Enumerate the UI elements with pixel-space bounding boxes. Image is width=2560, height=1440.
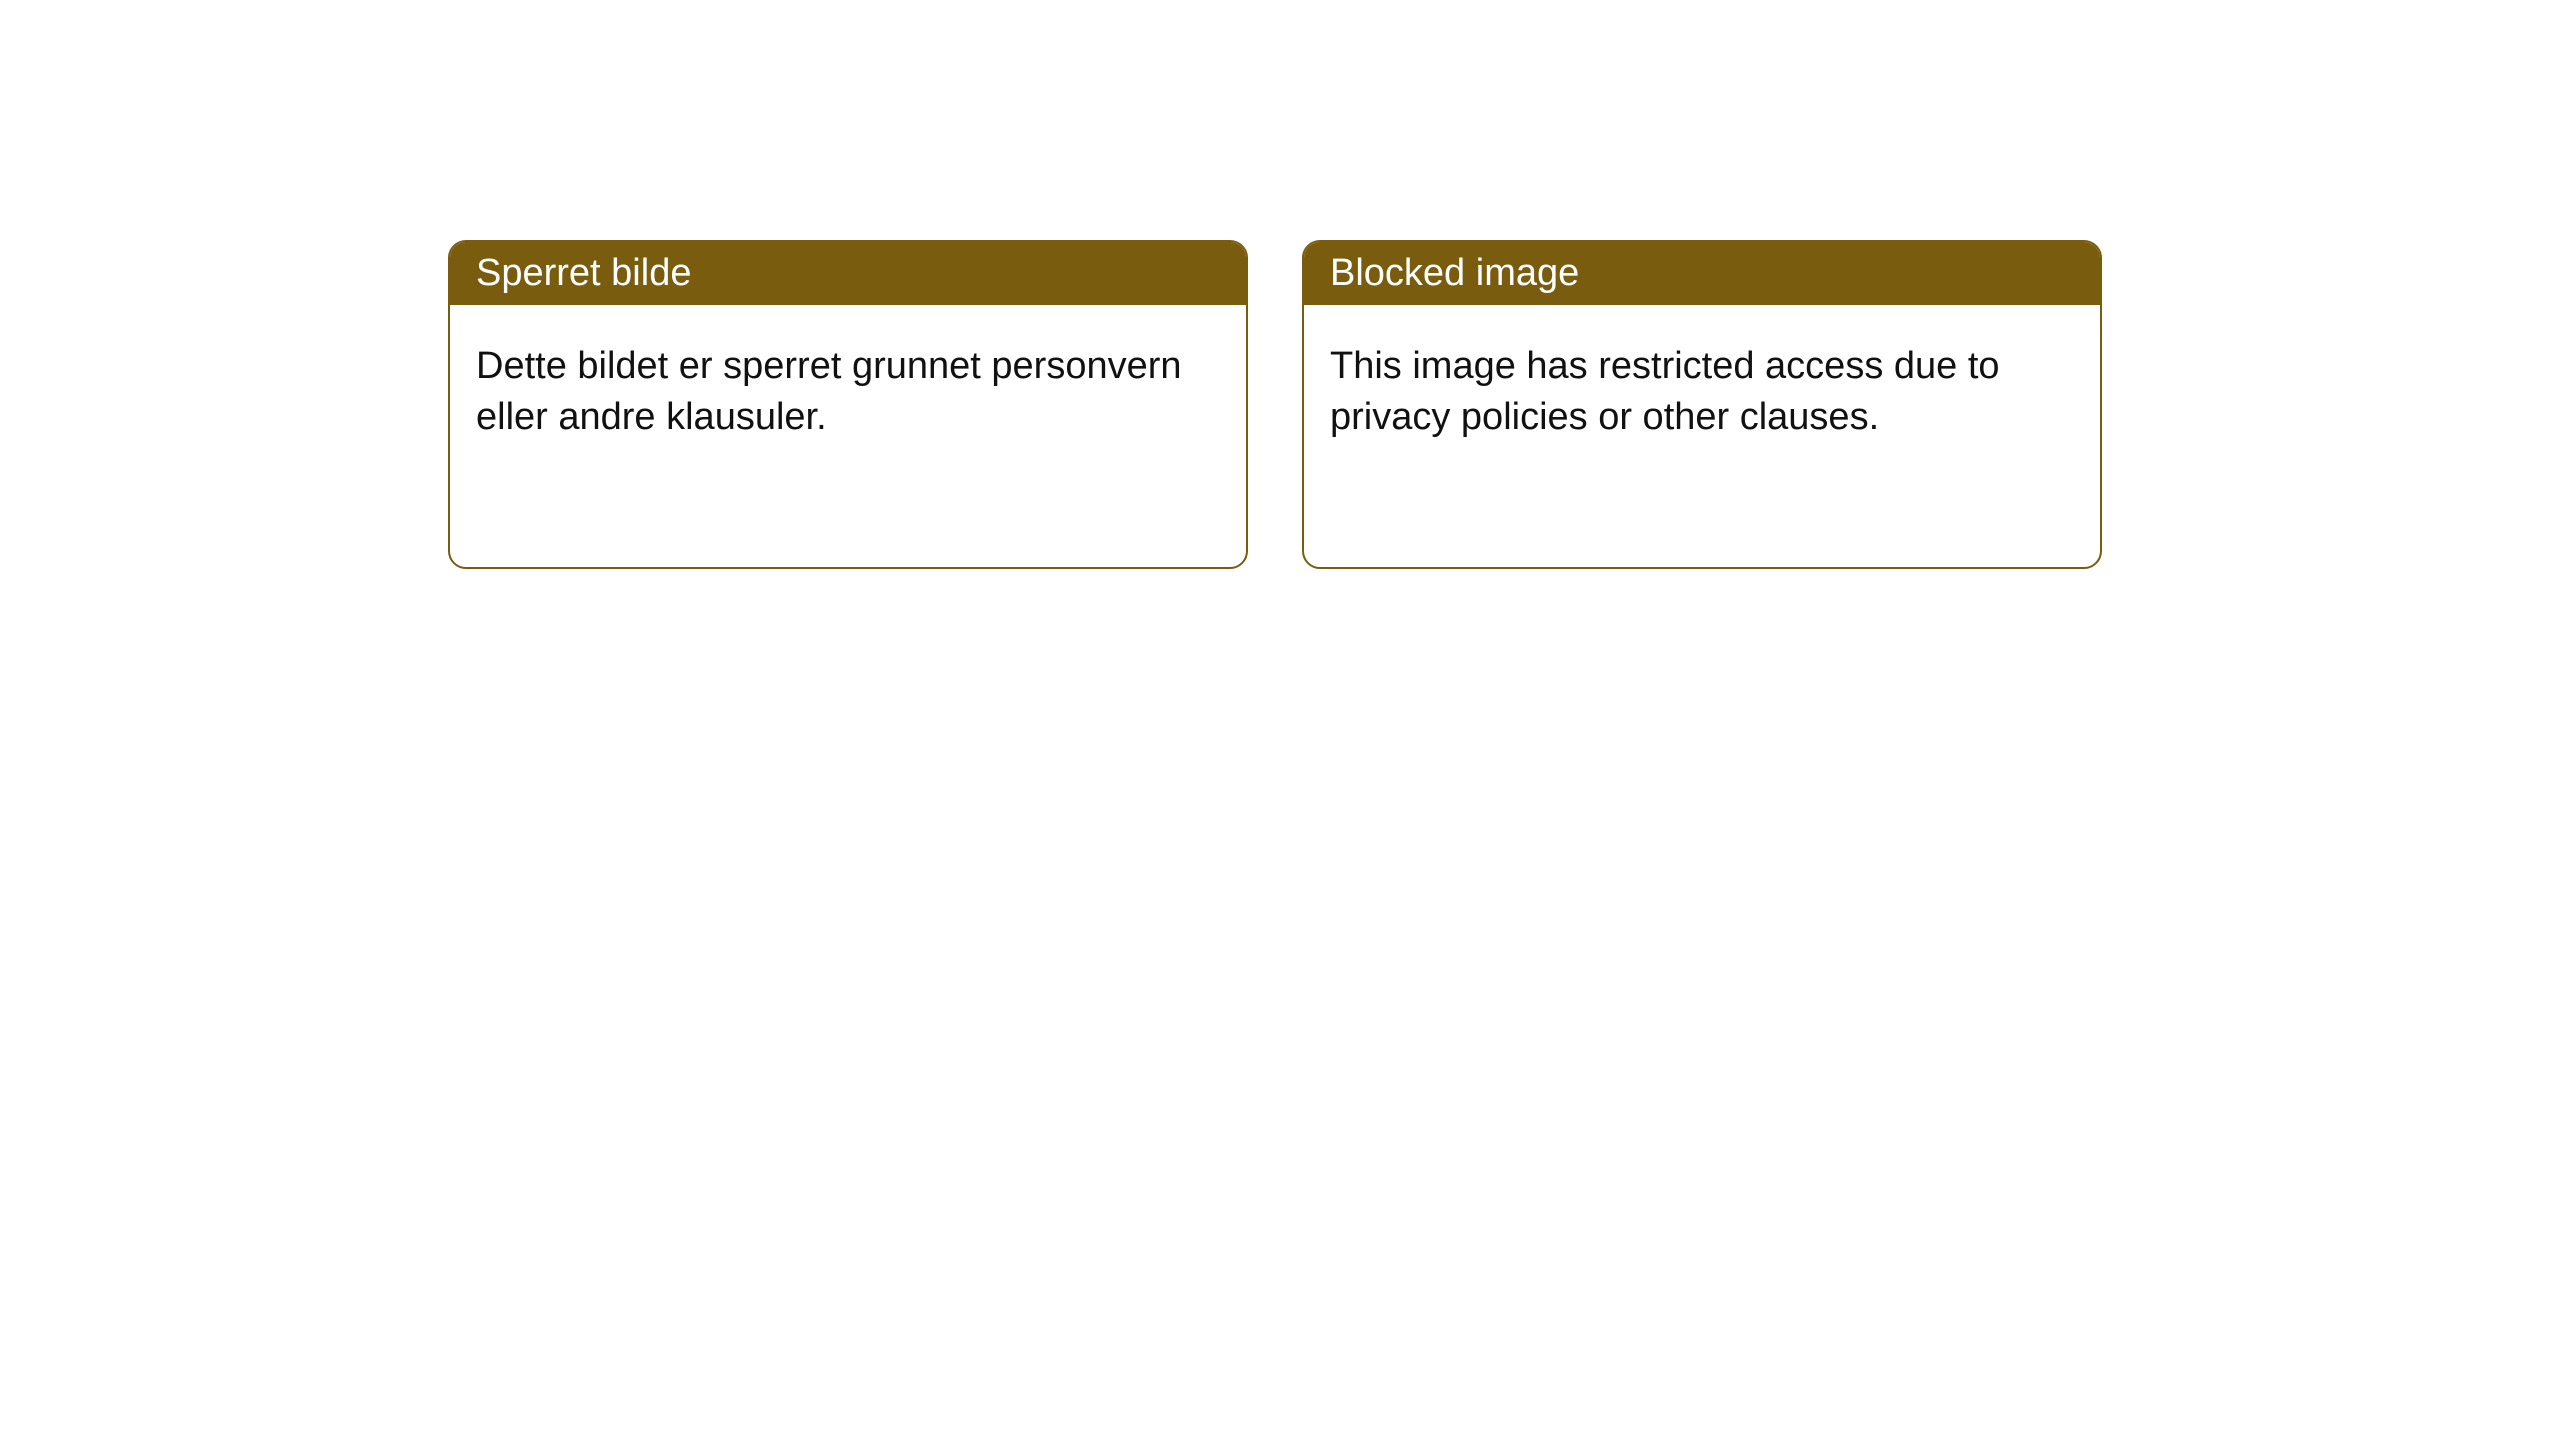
blocked-image-card-no: Sperret bilde Dette bildet er sperret gr… [448,240,1248,569]
card-body: This image has restricted access due to … [1304,305,2100,567]
blocked-image-card-en: Blocked image This image has restricted … [1302,240,2102,569]
card-header: Sperret bilde [450,242,1246,305]
card-title: Sperret bilde [476,252,691,294]
card-body-text: This image has restricted access due to … [1330,341,2074,444]
card-body: Dette bildet er sperret grunnet personve… [450,305,1246,567]
card-header: Blocked image [1304,242,2100,305]
notice-cards-container: Sperret bilde Dette bildet er sperret gr… [0,0,2560,569]
card-title: Blocked image [1330,252,1579,294]
card-body-text: Dette bildet er sperret grunnet personve… [476,341,1220,444]
